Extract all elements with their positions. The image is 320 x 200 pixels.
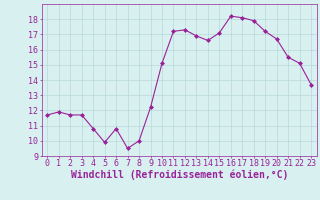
X-axis label: Windchill (Refroidissement éolien,°C): Windchill (Refroidissement éolien,°C) bbox=[70, 170, 288, 180]
